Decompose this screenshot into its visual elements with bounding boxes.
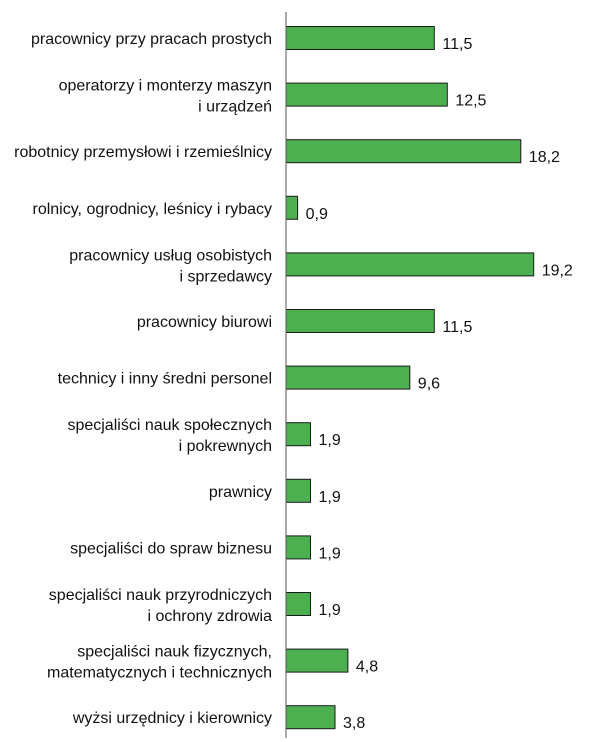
category-label: operatorzy i monterzy maszyn i urządzeń xyxy=(59,78,272,116)
bar xyxy=(285,195,299,220)
bar xyxy=(285,365,411,390)
category-label-line: pracownicy biurowi xyxy=(137,314,272,331)
category-label: specjaliści do spraw biznesu xyxy=(70,540,272,557)
bar-value-label: 1,9 xyxy=(319,489,341,506)
bar-value-label: 18,2 xyxy=(529,149,560,166)
category-label-line: specjaliści nauk społecznych xyxy=(67,417,272,434)
category-label: pracownicy biurowi xyxy=(137,314,272,331)
category-label-line: pracownicy przy pracach prostych xyxy=(31,31,272,48)
category-label: specjaliści nauk społecznych i pokrewnych xyxy=(67,417,272,455)
bar xyxy=(285,705,336,730)
category-label-line: prawnicy xyxy=(209,484,272,501)
category-label: prawnicy xyxy=(209,484,272,501)
category-label: pracownicy przy pracach prostych xyxy=(31,31,272,48)
bar-value-label: 11,5 xyxy=(442,36,472,53)
bar xyxy=(285,309,435,333)
bar-value-label: 3,8 xyxy=(343,715,365,732)
bar xyxy=(285,26,435,50)
category-label-line: robotnicy przemysłowi i rzemieślnicy xyxy=(14,144,272,161)
category-label: rolnicy, ogrodnicy, leśnicy i rybacy xyxy=(33,201,273,218)
category-label-line: specjaliści nauk fizycznych, xyxy=(77,644,272,661)
category-label: pracownicy usług osobistych i sprzedawcy xyxy=(69,247,272,285)
bar-value-label: 4,8 xyxy=(356,659,378,676)
category-label: specjaliści nauk fizycznych, matematyczny… xyxy=(47,644,272,682)
category-label-line: pracownicy usług osobistych xyxy=(69,247,272,264)
category-label-line: i ochrony zdrowia xyxy=(148,608,273,625)
bar-value-label: 11,5 xyxy=(442,319,472,336)
category-label-line: matematycznych i technicznych xyxy=(47,665,272,682)
bar-value-label: 12,5 xyxy=(455,93,486,110)
bar-value-label: 1,9 xyxy=(319,432,341,449)
bar xyxy=(285,535,311,560)
bar-value-label: 1,9 xyxy=(319,602,341,619)
bar xyxy=(285,478,311,503)
category-label-line: i urządzeń xyxy=(198,99,272,116)
value-labels-group: 11,5 12,5 18,2 0,9 19,2 11,5 9,6 1,9 1,9 1,9 1,9 4,… xyxy=(306,36,573,732)
category-label: wyżsi urzędnicy i kierownicy xyxy=(72,710,272,727)
category-label-line: wyżsi urzędnicy i kierownicy xyxy=(72,710,272,727)
bar xyxy=(285,82,448,107)
bar xyxy=(285,648,349,673)
category-label-line: technicy i inny średni personel xyxy=(58,371,272,388)
bar-value-label: 0,9 xyxy=(306,206,328,223)
category-label: specjaliści nauk przyrodniczych i ochrony… xyxy=(49,587,272,625)
category-label: robotnicy przemysłowi i rzemieślnicy xyxy=(14,144,272,161)
category-label-line: rolnicy, ogrodnicy, leśnicy i rybacy xyxy=(33,201,273,218)
category-labels-group: pracownicy przy pracach prostych operator… xyxy=(14,31,272,727)
bar-value-label: 9,6 xyxy=(418,376,440,393)
bar-value-label: 19,2 xyxy=(542,262,573,279)
bar xyxy=(285,592,311,616)
category-label-line: operatorzy i monterzy maszyn xyxy=(59,78,272,95)
bar xyxy=(285,139,522,164)
category-label-line: i pokrewnych xyxy=(179,438,272,455)
bar-value-label: 1,9 xyxy=(319,545,341,562)
bar xyxy=(285,422,311,447)
bar xyxy=(285,252,535,277)
category-label-line: i sprzedawcy xyxy=(180,268,272,285)
category-label: technicy i inny średni personel xyxy=(58,371,272,388)
bars-group xyxy=(285,26,535,730)
category-label-line: specjaliści nauk przyrodniczych xyxy=(49,587,272,604)
category-label-line: specjaliści do spraw biznesu xyxy=(70,540,272,557)
